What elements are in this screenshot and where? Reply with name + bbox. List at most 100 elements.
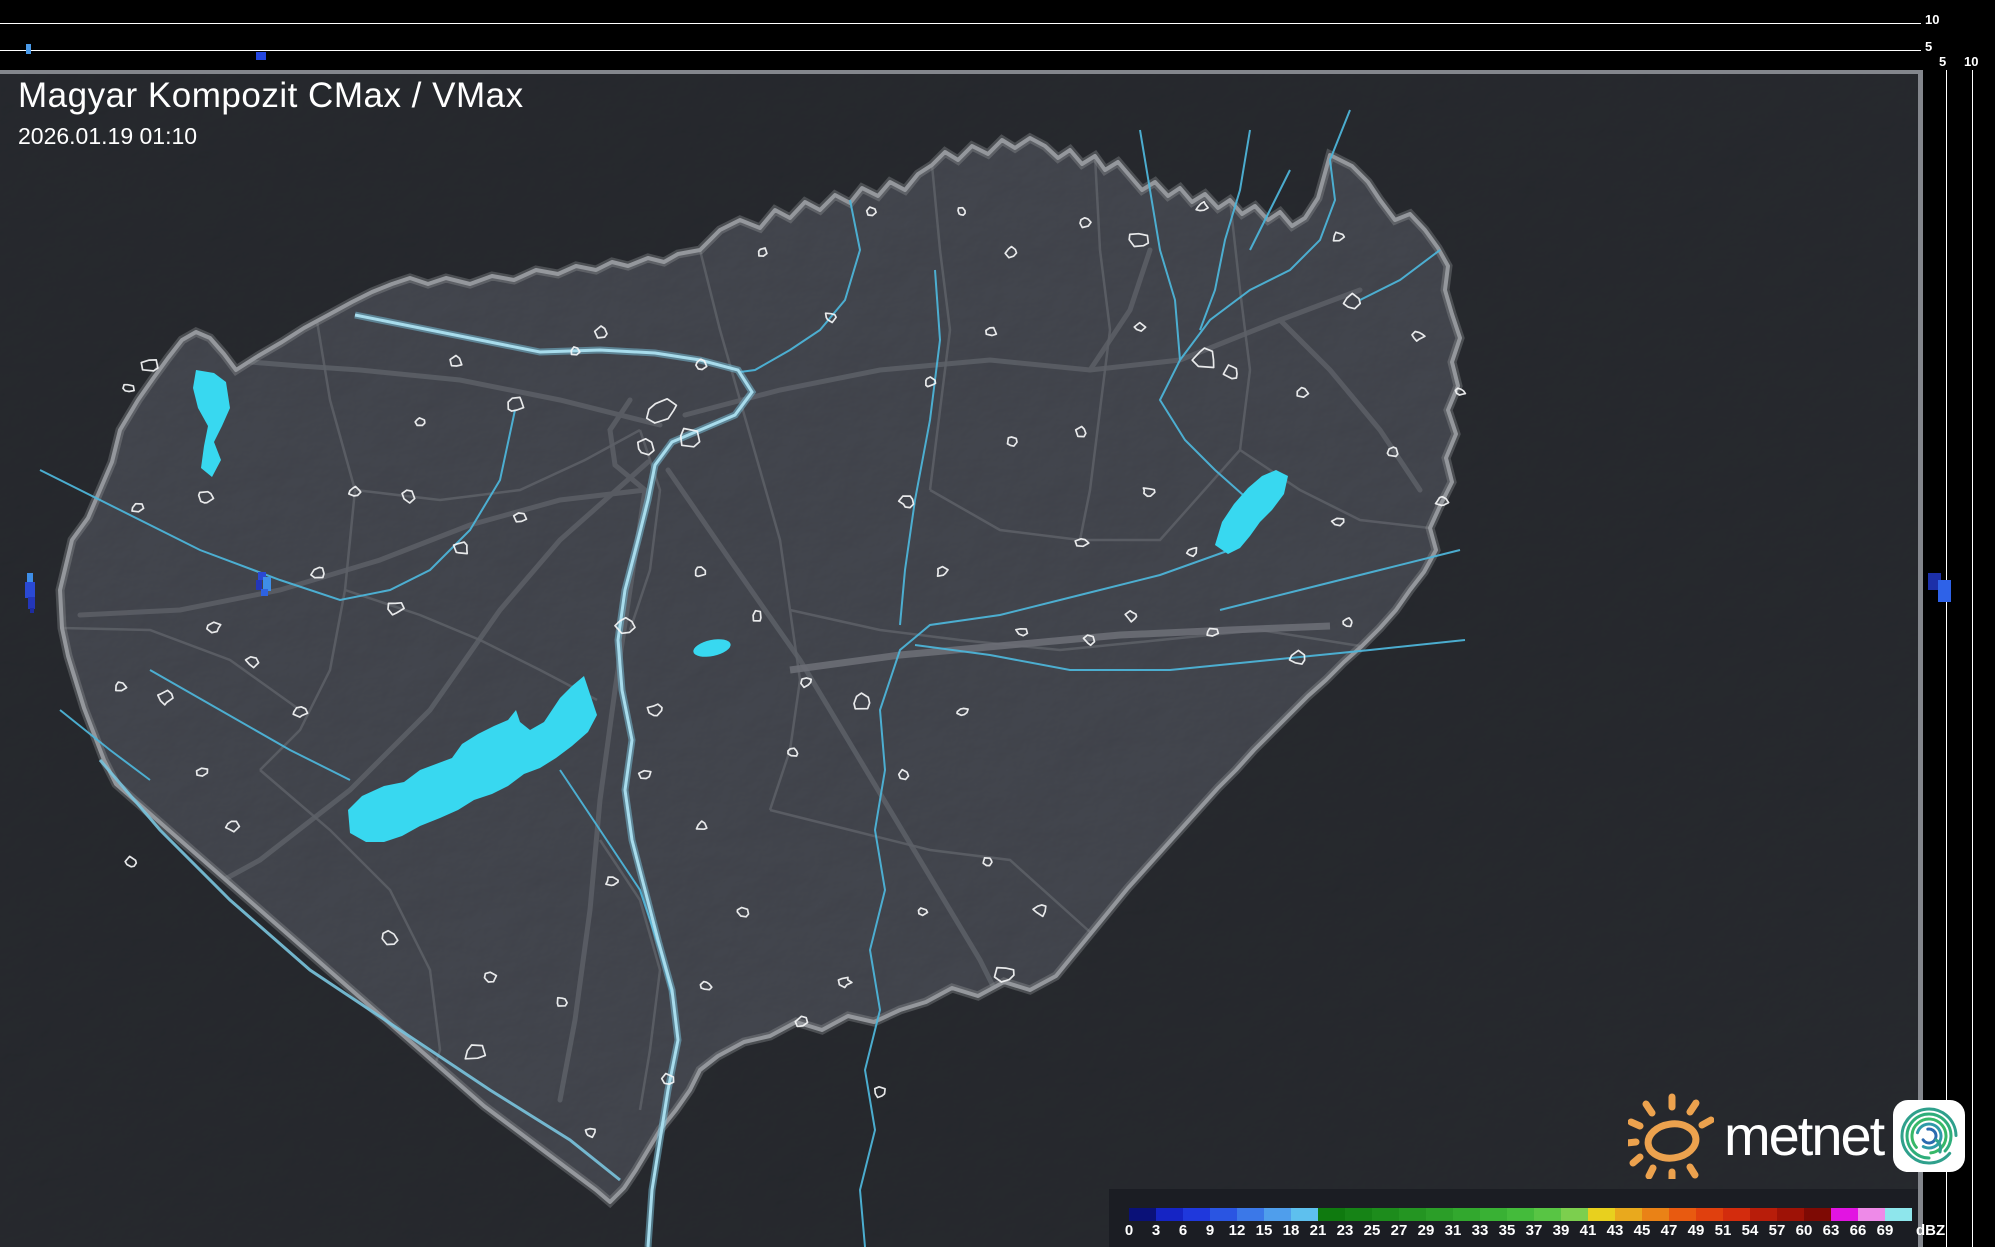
town-outline: [1004, 245, 1018, 259]
town-outline: [122, 383, 135, 393]
lake-balaton: [348, 676, 597, 842]
dbz-label: 12: [1228, 1222, 1246, 1239]
dbz-label: 23: [1336, 1222, 1354, 1239]
dbz-label: 69: [1876, 1222, 1894, 1239]
dbz-label: 39: [1552, 1222, 1570, 1239]
radar-map: [0, 70, 1921, 1247]
town-outline: [1185, 546, 1198, 558]
town-outline: [1015, 627, 1029, 637]
town-outline: [794, 1015, 809, 1028]
radar-echo-cell: [27, 573, 33, 583]
river-drava: [98, 759, 621, 1182]
radar-echo-cell: [25, 582, 35, 598]
town-outline: [1288, 649, 1306, 665]
town-outline: [957, 206, 966, 216]
dbz-cell-29: [1426, 1208, 1453, 1221]
river-danube: [354, 313, 754, 1247]
dbz-label: 45: [1633, 1222, 1651, 1239]
dbz-cell-23: [1345, 1208, 1372, 1221]
town-outline: [787, 747, 799, 757]
town-outline: [853, 692, 871, 710]
dbz-cell-47: [1669, 1208, 1696, 1221]
town-outline: [1296, 386, 1310, 399]
town-outline: [646, 703, 663, 717]
dbz-cell-25: [1372, 1208, 1399, 1221]
town-outline: [1191, 347, 1215, 369]
town-outline: [865, 206, 877, 217]
town-outline: [993, 966, 1015, 983]
town-outline: [1332, 231, 1346, 242]
echo-top-profile-horizontal: [0, 0, 1921, 70]
dbz-label: 37: [1525, 1222, 1543, 1239]
dbz-cell-31: [1453, 1208, 1480, 1221]
timestamp: 2026.01.19 01:10: [18, 123, 198, 149]
town-outline: [381, 929, 399, 946]
dbz-label: 63: [1822, 1222, 1840, 1239]
town-outline: [837, 976, 853, 989]
town-outline: [195, 767, 209, 777]
town-outline: [292, 705, 309, 718]
town-outline: [985, 326, 998, 337]
town-outline: [695, 358, 708, 371]
town-outline: [464, 1044, 487, 1060]
dbz-label: 9: [1205, 1222, 1215, 1239]
dbz-label: 66: [1849, 1222, 1867, 1239]
town-outline: [752, 609, 762, 622]
town-outline: [660, 1072, 675, 1086]
town-outline: [1128, 232, 1150, 248]
town-outline: [593, 325, 608, 339]
town-outline: [483, 971, 498, 983]
dbz-cell-0: [1129, 1208, 1156, 1221]
axis-label-10km: 10: [1925, 12, 1940, 27]
dbz-cell-63: [1831, 1208, 1858, 1221]
dbz-cell-35: [1507, 1208, 1534, 1221]
town-outline: [917, 907, 929, 917]
town-outline: [387, 601, 405, 616]
radar-echoes: [25, 572, 271, 613]
dbz-label: 27: [1390, 1222, 1408, 1239]
rivers: [39, 109, 1466, 1247]
town-outline: [1222, 364, 1238, 380]
lake-velence: [693, 639, 731, 657]
dbz-cell-49: [1696, 1208, 1723, 1221]
town-outline: [1206, 627, 1220, 637]
town-outline: [636, 437, 655, 456]
town-outline: [1079, 216, 1092, 229]
dbz-cell-15: [1264, 1208, 1291, 1221]
dbz-cell-51: [1723, 1208, 1750, 1221]
radar-echo-cell: [258, 572, 266, 580]
dbz-label: 49: [1687, 1222, 1705, 1239]
dbz-cell-9: [1210, 1208, 1237, 1221]
dbz-label: 41: [1579, 1222, 1597, 1239]
town-outline: [1342, 292, 1362, 310]
town-outline: [1142, 487, 1156, 498]
town-outline: [1434, 495, 1450, 507]
axis-label-right-5km: 5: [1939, 54, 1947, 69]
dbz-label: 33: [1471, 1222, 1489, 1239]
dbz-label: 18: [1282, 1222, 1300, 1239]
dbz-label: 29: [1417, 1222, 1435, 1239]
dbz-cell-18: [1291, 1208, 1318, 1221]
metnet-app-icon: [1893, 1100, 1966, 1172]
town-outline: [695, 820, 708, 831]
echo-top-profile-vertical: [1923, 70, 1995, 1247]
profile-right-gridline-10km: [1972, 70, 1973, 1247]
town-outline: [224, 820, 241, 833]
town-outline: [131, 502, 145, 513]
profile-top-gridline-10km: [0, 23, 1921, 24]
dbz-cell-12: [1237, 1208, 1264, 1221]
dbz-label: 31: [1444, 1222, 1462, 1239]
outside-country-shade: [0, 70, 1921, 1247]
town-outline: [114, 681, 128, 692]
town-outline: [936, 565, 949, 578]
town-outline: [736, 906, 750, 918]
page-title: Magyar Kompozit CMax / VMax: [18, 76, 524, 115]
town-outline: [1195, 200, 1209, 212]
logo-metnet[interactable]: metnet: [1628, 1093, 1966, 1179]
town-outline: [614, 616, 636, 635]
dbz-cell-6: [1183, 1208, 1210, 1221]
road-main-east: [789, 622, 1331, 674]
radar-echo-cell: [28, 597, 35, 609]
dbz-cell-54: [1750, 1208, 1777, 1221]
profile-top-gridline-5km: [0, 50, 1921, 51]
